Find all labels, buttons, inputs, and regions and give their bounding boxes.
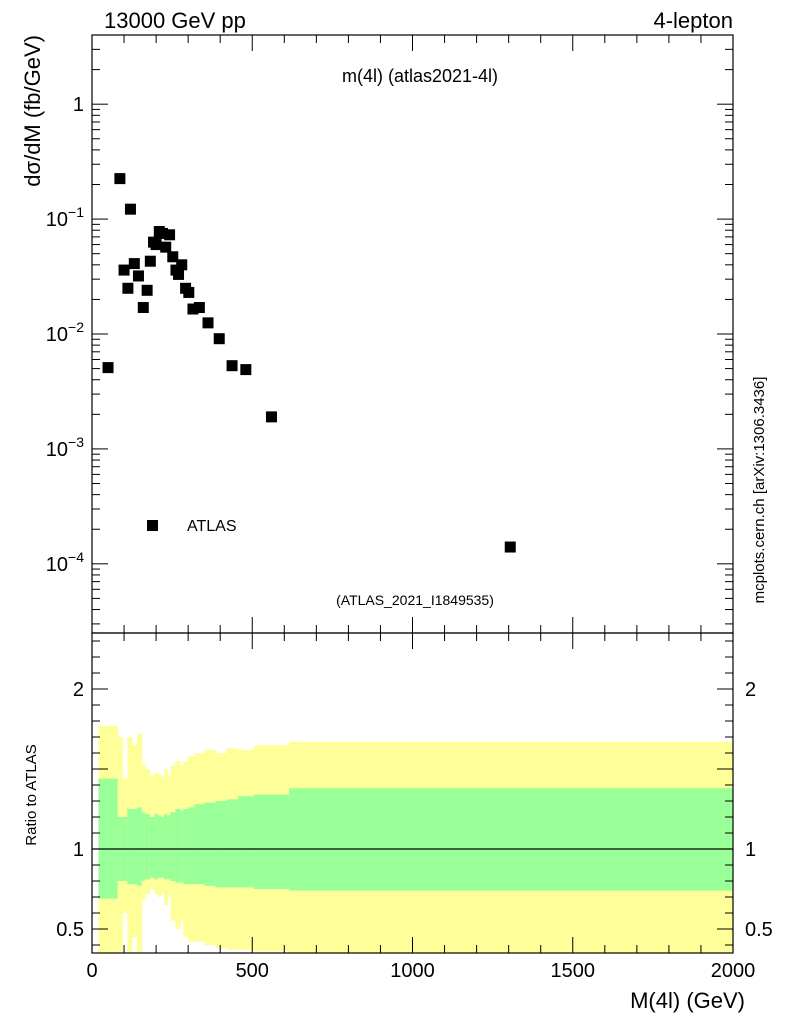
data-point — [102, 362, 114, 374]
x-tick-label: 2000 — [711, 960, 756, 982]
main-y-tick-label: 10−2 — [46, 319, 84, 346]
x-axis-label: M(4l) (GeV) — [630, 988, 745, 1013]
data-point — [144, 255, 156, 267]
data-point — [137, 302, 149, 314]
data-point — [265, 411, 277, 423]
legend-label: ATLAS — [187, 518, 237, 535]
ratio-bands — [98, 725, 734, 953]
x-tick-label: 500 — [236, 960, 269, 982]
green-band-bin — [253, 794, 290, 889]
data-point — [240, 364, 252, 376]
main-y-tick-label: 1 — [73, 94, 84, 116]
green-band-bin — [237, 796, 255, 888]
green-band-bin — [167, 815, 172, 880]
data-point — [157, 227, 169, 239]
main-y-tick-label: 10−4 — [46, 549, 84, 576]
main-y-tick-label: 10−3 — [46, 434, 84, 461]
data-point — [114, 173, 126, 185]
main-y-tick-label: 10−1 — [46, 204, 84, 231]
header-process-label: 4-lepton — [653, 8, 733, 33]
data-point — [226, 360, 238, 372]
data-point — [164, 229, 176, 241]
data-point — [160, 241, 172, 253]
data-point — [187, 303, 199, 315]
green-band-bin — [144, 813, 151, 880]
data-point — [128, 258, 140, 270]
green-band-bin — [98, 778, 119, 899]
data-point — [122, 282, 134, 294]
green-band-bin — [157, 815, 162, 878]
green-band-bin — [136, 807, 143, 886]
data-point — [141, 284, 153, 296]
main-axis-ticks: 1 10−1 10−2 10−3 10−4 — [46, 34, 734, 633]
ratio-y-tick-label-left: 2 — [73, 679, 84, 701]
data-point — [124, 203, 136, 215]
ratio-y-tick-label-right: 1 — [745, 839, 756, 861]
data-point — [193, 302, 205, 314]
green-band-bin — [170, 812, 176, 881]
legend-marker — [147, 520, 158, 531]
data-point — [173, 268, 185, 280]
side-credit-label: mcplots.cern.ch [arXiv:1306.3436] — [751, 377, 768, 604]
data-point — [150, 239, 162, 251]
ratio-panel: 0.5 0.5 1 1 2 2 0 500 1000 1500 2000 Ratio to ATLA… — [23, 632, 773, 1013]
green-band-bin — [188, 807, 196, 885]
data-point — [504, 541, 516, 553]
data-point — [132, 270, 144, 282]
data-point — [213, 333, 225, 345]
x-tick-label: 1000 — [390, 960, 435, 982]
ratio-y-tick-label-left: 1 — [73, 839, 84, 861]
main-panel: 1 10−1 10−2 10−3 10−4 m(4l) (atlas2021-4l) (… — [20, 34, 734, 634]
green-band-bin — [226, 799, 239, 888]
green-band-bin — [289, 788, 734, 891]
green-band-bin — [194, 804, 205, 885]
main-frame — [91, 34, 734, 634]
ratio-y-axis-label: Ratio to ATLAS — [23, 744, 40, 845]
green-band-bin — [180, 810, 184, 883]
green-band-bin — [154, 813, 159, 880]
data-point — [167, 251, 179, 263]
green-band-bin — [164, 813, 168, 880]
main-data-points — [102, 173, 516, 553]
ratio-y-tick-label-right: 0.5 — [745, 919, 773, 941]
green-band-bin — [215, 801, 228, 888]
ratio-y-tick-label-right: 2 — [745, 679, 756, 701]
x-tick-label: 0 — [86, 960, 97, 982]
x-tick-label: 1500 — [551, 960, 596, 982]
data-point — [183, 286, 195, 298]
data-point — [202, 317, 214, 329]
data-point — [176, 259, 188, 271]
ratio-axis-ticks: 0.5 0.5 1 1 2 2 0 500 1000 1500 2000 — [56, 633, 773, 982]
main-subtitle: (ATLAS_2021_I1849535) — [336, 592, 494, 608]
green-band-bin — [183, 809, 189, 885]
green-band-bin — [132, 809, 138, 885]
data-point — [118, 264, 130, 276]
main-title: m(4l) (atlas2021-4l) — [342, 66, 498, 86]
green-band-bin — [141, 812, 146, 881]
header-energy-label: 13000 GeV pp — [104, 8, 246, 33]
green-band-bin — [204, 802, 216, 886]
main-y-axis-label: dσ/dM (fb/GeV) — [20, 35, 45, 187]
green-band-bin — [160, 817, 165, 878]
green-band-bin — [127, 809, 133, 885]
green-band-bin — [175, 809, 181, 883]
ratio-y-tick-label-left: 0.5 — [56, 919, 84, 941]
green-band-bin — [149, 817, 155, 878]
